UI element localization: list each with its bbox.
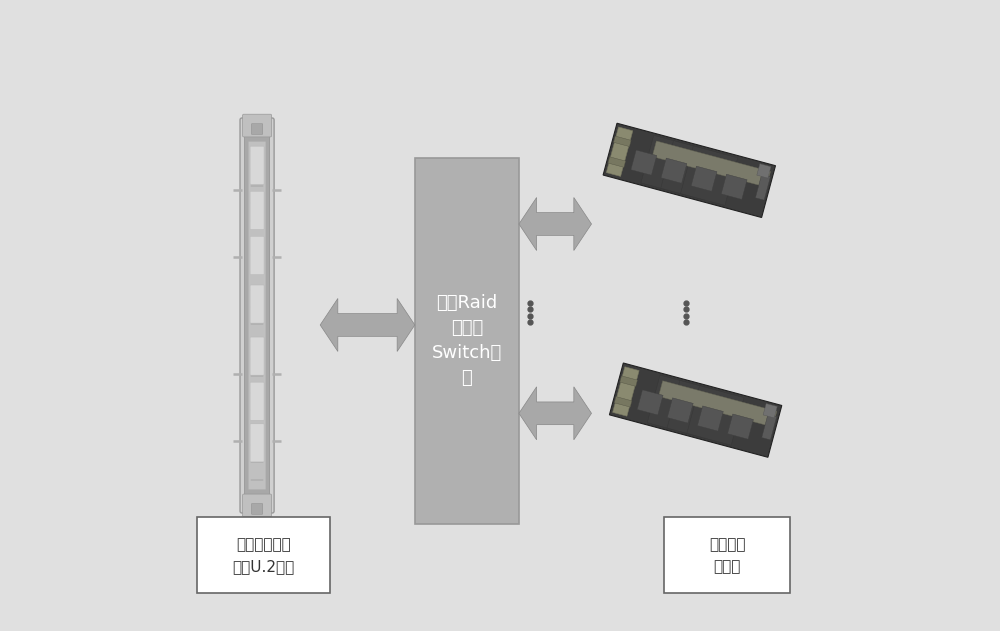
FancyBboxPatch shape — [244, 131, 270, 500]
Polygon shape — [763, 403, 777, 418]
Polygon shape — [519, 387, 591, 440]
Polygon shape — [757, 163, 771, 178]
Polygon shape — [755, 175, 770, 200]
FancyBboxPatch shape — [415, 158, 519, 524]
Polygon shape — [637, 390, 663, 415]
Polygon shape — [519, 198, 591, 251]
FancyBboxPatch shape — [250, 191, 264, 230]
Polygon shape — [647, 375, 704, 435]
Polygon shape — [613, 367, 639, 416]
Text: 和硬盘背板互
联的U.2接口: 和硬盘背板互 联的U.2接口 — [232, 537, 294, 574]
Polygon shape — [687, 386, 744, 445]
Polygon shape — [762, 415, 777, 440]
Polygon shape — [661, 141, 718, 200]
Polygon shape — [697, 406, 723, 431]
Polygon shape — [620, 376, 637, 386]
FancyBboxPatch shape — [250, 237, 264, 274]
FancyBboxPatch shape — [197, 517, 330, 593]
Polygon shape — [641, 135, 698, 195]
FancyBboxPatch shape — [664, 517, 790, 593]
FancyBboxPatch shape — [250, 146, 264, 184]
Text: 支持Raid
功能的
Switch芯
片: 支持Raid 功能的 Switch芯 片 — [432, 294, 502, 387]
Polygon shape — [609, 363, 782, 457]
Polygon shape — [661, 158, 687, 183]
Polygon shape — [614, 397, 632, 407]
Polygon shape — [603, 123, 775, 218]
Polygon shape — [691, 166, 717, 191]
Text: 独立的存
储设备: 独立的存 储设备 — [709, 537, 745, 574]
Polygon shape — [721, 174, 747, 199]
Polygon shape — [728, 414, 753, 439]
FancyBboxPatch shape — [250, 337, 264, 375]
Polygon shape — [614, 136, 631, 146]
Polygon shape — [652, 141, 771, 187]
Polygon shape — [667, 380, 724, 440]
Polygon shape — [631, 150, 657, 175]
FancyBboxPatch shape — [251, 124, 263, 134]
FancyBboxPatch shape — [243, 494, 272, 517]
FancyBboxPatch shape — [248, 141, 266, 490]
FancyBboxPatch shape — [250, 382, 264, 420]
Polygon shape — [667, 398, 693, 423]
Polygon shape — [681, 146, 738, 206]
Polygon shape — [606, 127, 633, 177]
Polygon shape — [659, 380, 777, 427]
FancyBboxPatch shape — [250, 424, 264, 462]
FancyBboxPatch shape — [251, 504, 263, 514]
Polygon shape — [320, 298, 415, 351]
FancyBboxPatch shape — [250, 285, 264, 323]
FancyBboxPatch shape — [243, 114, 272, 137]
Polygon shape — [608, 157, 626, 167]
FancyBboxPatch shape — [240, 118, 274, 513]
